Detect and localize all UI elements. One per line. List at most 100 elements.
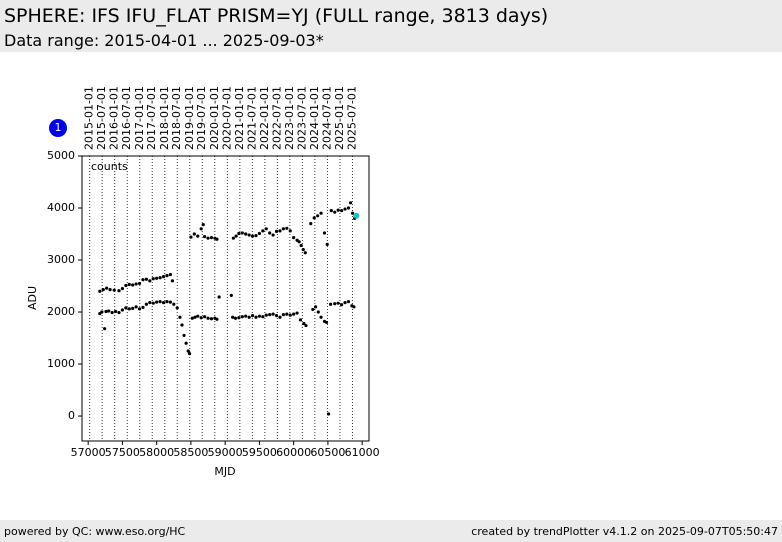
point <box>240 315 244 319</box>
point <box>203 315 207 319</box>
point <box>229 293 233 297</box>
point <box>234 234 238 238</box>
point <box>231 315 235 319</box>
point <box>186 349 190 353</box>
point <box>110 310 114 315</box>
point <box>117 289 121 293</box>
x-tick-label: 58000 <box>139 446 174 459</box>
point <box>134 282 138 286</box>
point <box>313 305 318 309</box>
point <box>240 231 244 235</box>
point <box>206 316 210 320</box>
point <box>274 314 279 318</box>
x-tick-label: 59500 <box>242 446 277 459</box>
point <box>193 315 197 319</box>
point <box>340 209 344 213</box>
point <box>165 300 169 304</box>
point <box>292 312 296 316</box>
x-tick-label: 61000 <box>345 446 380 459</box>
point <box>244 232 248 236</box>
point <box>244 314 248 318</box>
point <box>254 315 258 319</box>
point <box>103 327 107 331</box>
point <box>301 248 305 252</box>
point <box>108 288 112 292</box>
point <box>278 229 282 233</box>
point <box>148 301 152 305</box>
point <box>105 286 109 290</box>
point <box>343 301 347 305</box>
subtitle: Data range: 2015-04-01 ... 2025-09-03* <box>4 31 324 50</box>
point <box>141 278 145 282</box>
point <box>100 310 104 314</box>
footer-right: created by trendPlotter v4.1.2 on 2025-0… <box>471 525 778 538</box>
date-label: 2023-07-01 <box>295 86 308 150</box>
point <box>127 307 131 311</box>
point <box>144 277 148 281</box>
point <box>141 305 145 309</box>
point <box>285 226 289 230</box>
point <box>209 236 214 240</box>
date-label: 2024-07-01 <box>320 86 333 150</box>
point <box>124 306 128 310</box>
point <box>184 341 188 345</box>
point <box>131 283 135 287</box>
date-label: 2018-01-01 <box>158 86 171 150</box>
y-tick-label: 2000 <box>47 305 75 318</box>
point <box>113 309 118 314</box>
y-label: ADU <box>26 286 39 310</box>
point <box>155 276 159 280</box>
point <box>120 287 125 291</box>
point <box>158 300 162 304</box>
point <box>299 243 303 248</box>
point <box>340 303 344 307</box>
chart: 1 counts MJD ADU 2015-01-01 2015-07-01 201… <box>26 86 380 478</box>
point <box>172 302 176 306</box>
point <box>312 216 316 220</box>
x-tick-label: 60000 <box>276 446 311 459</box>
point <box>209 317 214 321</box>
point <box>329 209 333 213</box>
point <box>237 316 241 320</box>
point <box>353 212 360 219</box>
point <box>250 314 255 318</box>
point <box>297 240 301 244</box>
point <box>343 207 347 211</box>
point <box>101 288 105 292</box>
plot-frame <box>81 155 370 442</box>
date-label: 2017-07-01 <box>145 86 158 150</box>
date-label: 2022-07-01 <box>270 86 283 150</box>
date-label: 2021-07-01 <box>245 86 258 150</box>
point <box>199 227 203 231</box>
point <box>117 310 121 315</box>
date-label: 2015-01-01 <box>83 86 96 150</box>
point <box>203 235 207 239</box>
point <box>281 313 285 317</box>
point <box>261 229 265 233</box>
badge-circle <box>49 119 67 137</box>
point <box>190 316 194 320</box>
point <box>165 274 169 278</box>
date-label: 2022-01-01 <box>258 86 271 150</box>
annotation: counts <box>91 160 128 173</box>
date-label: 2016-07-01 <box>120 86 133 150</box>
date-label: 2017-01-01 <box>133 86 146 150</box>
point <box>192 232 196 236</box>
point <box>168 272 172 277</box>
point <box>329 302 333 306</box>
point <box>131 306 135 310</box>
point <box>215 317 219 321</box>
point <box>124 283 128 288</box>
point <box>254 233 258 238</box>
y-tick-label: 3000 <box>47 253 75 266</box>
point <box>271 233 275 237</box>
point <box>333 210 337 214</box>
date-label: 2025-07-01 <box>345 86 358 150</box>
point <box>237 231 241 236</box>
date-label: 2020-01-01 <box>208 86 221 150</box>
point <box>134 305 138 309</box>
badge: 1 <box>55 121 62 134</box>
header: SPHERE: IFS IFU_FLAT PRISM=YJ (FULL rang… <box>0 0 782 52</box>
point <box>325 242 329 247</box>
